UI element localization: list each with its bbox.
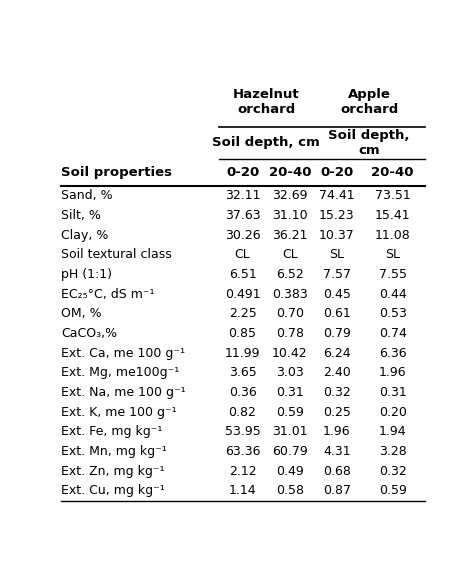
Text: 3.65: 3.65 (228, 366, 256, 379)
Text: 0.383: 0.383 (272, 288, 308, 301)
Text: 0.44: 0.44 (379, 288, 407, 301)
Text: 3.03: 3.03 (276, 366, 304, 379)
Text: Sand, %: Sand, % (61, 189, 113, 202)
Text: 0.32: 0.32 (379, 464, 407, 477)
Text: Silt, %: Silt, % (61, 209, 101, 222)
Text: 0.59: 0.59 (276, 406, 304, 419)
Text: Ext. Cu, mg kg⁻¹: Ext. Cu, mg kg⁻¹ (61, 484, 165, 497)
Text: Ext. Fe, mg kg⁻¹: Ext. Fe, mg kg⁻¹ (61, 425, 163, 438)
Text: 0.53: 0.53 (379, 307, 407, 320)
Text: 1.14: 1.14 (229, 484, 256, 497)
Text: 0.49: 0.49 (276, 464, 304, 477)
Text: 6.52: 6.52 (276, 268, 304, 281)
Text: 60.79: 60.79 (272, 445, 308, 458)
Text: Apple
orchard: Apple orchard (340, 88, 398, 115)
Text: 0.58: 0.58 (276, 484, 304, 497)
Text: SL: SL (329, 249, 345, 262)
Text: SL: SL (385, 249, 400, 262)
Text: Clay, %: Clay, % (61, 229, 109, 242)
Text: EC₂₅°C, dS m⁻¹: EC₂₅°C, dS m⁻¹ (61, 288, 155, 301)
Text: 63.36: 63.36 (225, 445, 260, 458)
Text: 1.96: 1.96 (379, 366, 406, 379)
Text: 0.25: 0.25 (323, 406, 351, 419)
Text: 0.59: 0.59 (379, 484, 407, 497)
Text: 0.70: 0.70 (276, 307, 304, 320)
Text: 0.31: 0.31 (379, 386, 407, 399)
Text: 1.96: 1.96 (323, 425, 351, 438)
Text: 0.87: 0.87 (323, 484, 351, 497)
Text: 10.37: 10.37 (319, 229, 355, 242)
Text: 6.36: 6.36 (379, 347, 406, 360)
Text: Ext. Mn, mg kg⁻¹: Ext. Mn, mg kg⁻¹ (61, 445, 167, 458)
Text: 0.45: 0.45 (323, 288, 351, 301)
Text: Soil depth, cm: Soil depth, cm (212, 136, 320, 149)
Text: 0.68: 0.68 (323, 464, 351, 477)
Text: Ext. K, me 100 g⁻¹: Ext. K, me 100 g⁻¹ (61, 406, 177, 419)
Text: 53.95: 53.95 (225, 425, 260, 438)
Text: 0.82: 0.82 (228, 406, 256, 419)
Text: 0.74: 0.74 (379, 327, 407, 340)
Text: 0.78: 0.78 (276, 327, 304, 340)
Text: 32.11: 32.11 (225, 189, 260, 202)
Text: Hazelnut
orchard: Hazelnut orchard (233, 88, 300, 115)
Text: Ext. Ca, me 100 g⁻¹: Ext. Ca, me 100 g⁻¹ (61, 347, 185, 360)
Text: 15.23: 15.23 (319, 209, 355, 222)
Text: 74.41: 74.41 (319, 189, 355, 202)
Text: 4.31: 4.31 (323, 445, 351, 458)
Text: 15.41: 15.41 (375, 209, 410, 222)
Text: Ext. Mg, me100g⁻¹: Ext. Mg, me100g⁻¹ (61, 366, 179, 379)
Text: CL: CL (235, 249, 250, 262)
Text: 2.40: 2.40 (323, 366, 351, 379)
Text: 7.57: 7.57 (323, 268, 351, 281)
Text: pH (1:1): pH (1:1) (61, 268, 112, 281)
Text: CL: CL (282, 249, 298, 262)
Text: 1.94: 1.94 (379, 425, 406, 438)
Text: 11.08: 11.08 (375, 229, 410, 242)
Text: 31.01: 31.01 (272, 425, 308, 438)
Text: 0.491: 0.491 (225, 288, 260, 301)
Text: 0.36: 0.36 (228, 386, 256, 399)
Text: 3.28: 3.28 (379, 445, 407, 458)
Text: 0.31: 0.31 (276, 386, 304, 399)
Text: 2.25: 2.25 (228, 307, 256, 320)
Text: 0.61: 0.61 (323, 307, 351, 320)
Text: CaCO₃,%: CaCO₃,% (61, 327, 117, 340)
Text: 32.69: 32.69 (272, 189, 308, 202)
Text: 0.32: 0.32 (323, 386, 351, 399)
Text: 30.26: 30.26 (225, 229, 260, 242)
Text: 11.99: 11.99 (225, 347, 260, 360)
Text: Soil depth,
cm: Soil depth, cm (328, 129, 410, 157)
Text: 36.21: 36.21 (272, 229, 308, 242)
Text: 0.85: 0.85 (228, 327, 256, 340)
Text: Ext. Na, me 100 g⁻¹: Ext. Na, me 100 g⁻¹ (61, 386, 186, 399)
Text: 37.63: 37.63 (225, 209, 260, 222)
Text: 0-20: 0-20 (226, 166, 259, 179)
Text: 6.24: 6.24 (323, 347, 351, 360)
Text: 0-20: 0-20 (320, 166, 354, 179)
Text: 0.20: 0.20 (379, 406, 407, 419)
Text: 7.55: 7.55 (379, 268, 407, 281)
Text: 20-40: 20-40 (268, 166, 311, 179)
Text: 10.42: 10.42 (272, 347, 308, 360)
Text: 2.12: 2.12 (229, 464, 256, 477)
Text: 0.79: 0.79 (323, 327, 351, 340)
Text: Soil textural class: Soil textural class (61, 249, 172, 262)
Text: 20-40: 20-40 (371, 166, 414, 179)
Text: 73.51: 73.51 (375, 189, 410, 202)
Text: 6.51: 6.51 (228, 268, 256, 281)
Text: Ext. Zn, mg kg⁻¹: Ext. Zn, mg kg⁻¹ (61, 464, 164, 477)
Text: Soil properties: Soil properties (61, 166, 172, 179)
Text: OM, %: OM, % (61, 307, 102, 320)
Text: 31.10: 31.10 (272, 209, 308, 222)
